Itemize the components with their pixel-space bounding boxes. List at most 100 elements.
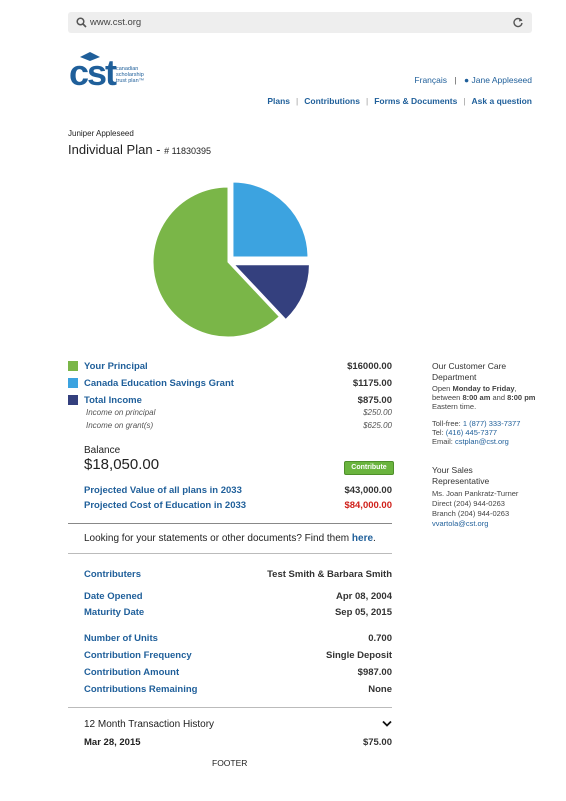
projection-amount: $43,000.00 — [344, 485, 392, 496]
balance-label: Balance — [84, 445, 121, 456]
history-title[interactable]: 12 Month Transaction History — [84, 719, 215, 730]
detail-value: Apr 08, 2004 — [336, 591, 392, 602]
plan-number: # 11830395 — [164, 146, 212, 156]
projection-label: Projected Value of all plans in 2033 — [84, 485, 242, 496]
legend-label: Canada Education Savings Grant — [84, 378, 234, 389]
text: 8:00 am — [462, 393, 491, 402]
reload-icon[interactable] — [513, 17, 524, 28]
legend-swatch — [68, 361, 78, 371]
contact-label: Toll-free: — [432, 419, 461, 428]
detail-value: None — [368, 684, 392, 695]
logo-line: canadian — [116, 66, 139, 72]
detail-label: Contribution Frequency — [84, 650, 192, 661]
rep-email[interactable]: vvartola@cst.org — [432, 519, 489, 528]
care-title-line: Department — [432, 372, 477, 382]
income-label: Income on principal — [86, 408, 156, 417]
legend-amount: $1175.00 — [352, 378, 392, 389]
rep-title-line: Representative — [432, 476, 490, 486]
legend-amount: $16000.00 — [347, 361, 392, 372]
detail-value: Sep 05, 2015 — [334, 607, 392, 618]
divider — [68, 553, 392, 554]
rep-title: Your Sales Representative — [432, 465, 489, 487]
chevron[interactable] — [382, 720, 392, 728]
contribute-button[interactable]: Contribute — [344, 461, 394, 475]
contact-value[interactable]: (416) 445-7377 — [445, 428, 498, 437]
footer: FOOTER — [212, 758, 248, 768]
separator: | — [463, 96, 466, 106]
care-contacts: Toll-free: 1 (877) 333-7377 Tel: (416) 44… — [432, 419, 520, 446]
user-link[interactable]: Jane Appleseed — [471, 75, 533, 85]
logo-line: scholarship — [116, 72, 144, 78]
plan-owner: Juniper Appleseed — [68, 129, 134, 138]
projection-amount: $84,000.00 — [344, 500, 392, 511]
plan-title-text: Individual Plan - — [68, 142, 161, 157]
history-amount: $75.00 — [362, 737, 392, 748]
legend-label: Total Income — [84, 395, 142, 406]
care-hours: Open Monday to Friday, between 8:00 am a… — [432, 384, 536, 411]
contact-row: Toll-free: 1 (877) 333-7377 — [432, 419, 520, 428]
legend-amount: $875.00 — [357, 395, 392, 406]
nav: Plans | Contributions | Forms & Documents | As… — [267, 96, 532, 106]
url-bar[interactable] — [68, 12, 532, 33]
text: Open — [432, 384, 451, 393]
text: 8:00 pm — [507, 393, 536, 402]
contact-row: Tel: (416) 445-7377 — [432, 428, 520, 437]
pie-slice — [232, 181, 309, 258]
legend-swatch — [68, 395, 78, 405]
nav-link[interactable]: Forms & Documents — [374, 96, 458, 106]
logo: cst — [69, 52, 117, 93]
contact-label: Email: — [432, 437, 453, 446]
income-amount: $250.00 — [363, 408, 392, 417]
pie-slice — [152, 186, 281, 338]
text: Eastern time. — [432, 402, 477, 411]
detail-value: Single Deposit — [326, 650, 392, 661]
contact-value[interactable]: cstplan@cst.org — [454, 437, 509, 446]
detail-label: Contribution Amount — [84, 667, 180, 678]
detail-label: Number of Units — [84, 633, 158, 644]
documents-text: Looking for your statements or other doc… — [84, 533, 376, 544]
nav-link[interactable]: Contributions — [304, 96, 360, 106]
legend-swatch — [68, 378, 78, 388]
separator: | — [296, 96, 299, 106]
income-amount: $625.00 — [363, 421, 392, 430]
detail-label: Contributions Remaining — [84, 684, 198, 695]
contact-row: Email: cstplan@cst.org — [432, 437, 520, 446]
logo-cap — [80, 52, 100, 61]
rep-title-line: Your Sales — [432, 465, 473, 475]
documents-message: Looking for your statements or other doc… — [84, 533, 350, 544]
income-label: Income on grant(s) — [86, 421, 154, 430]
detail-label: Contributers — [84, 569, 141, 580]
care-title-line: Our Customer Care — [432, 361, 507, 371]
logo-text: canadian scholarship trust plan™ — [116, 66, 144, 84]
divider — [68, 523, 392, 524]
legend-label: Your Principal — [84, 361, 148, 372]
contact-label: Tel: — [432, 428, 444, 437]
pie-chart — [152, 181, 310, 338]
language-link[interactable]: Français — [414, 75, 448, 85]
search-icon — [76, 17, 87, 28]
contact-value[interactable]: 1 (877) 333-7377 — [462, 419, 521, 428]
separator: | — [365, 96, 369, 106]
rep-info: Ms. Joan Pankratz-Turner Direct (204) 94… — [432, 489, 518, 529]
text: and — [492, 393, 505, 402]
documents-link[interactable]: here — [351, 533, 374, 544]
documents-end: . — [373, 533, 376, 544]
detail-label: Maturity Date — [84, 607, 145, 618]
plan-title: Individual Plan - # 11830395 — [68, 142, 211, 157]
nav-link[interactable]: Plans — [267, 96, 291, 106]
separator: | — [454, 75, 457, 85]
logo-line: trust plan™ — [116, 78, 145, 84]
text: Monday to Friday — [452, 384, 515, 393]
projection-label: Projected Cost of Education in 2033 — [84, 500, 247, 511]
text: between — [432, 393, 461, 402]
care-title: Our Customer Care Department — [432, 361, 506, 383]
detail-value: 0.700 — [368, 633, 392, 644]
user-icon: ● — [463, 75, 470, 85]
divider — [68, 707, 392, 708]
rep-line: Ms. Joan Pankratz-Turner — [432, 489, 519, 498]
nav-link[interactable]: Ask a question — [471, 96, 532, 106]
account-bar: Français | ● Jane Appleseed — [414, 75, 532, 85]
pie-slice — [233, 264, 310, 321]
history-date: Mar 28, 2015 — [84, 737, 141, 748]
